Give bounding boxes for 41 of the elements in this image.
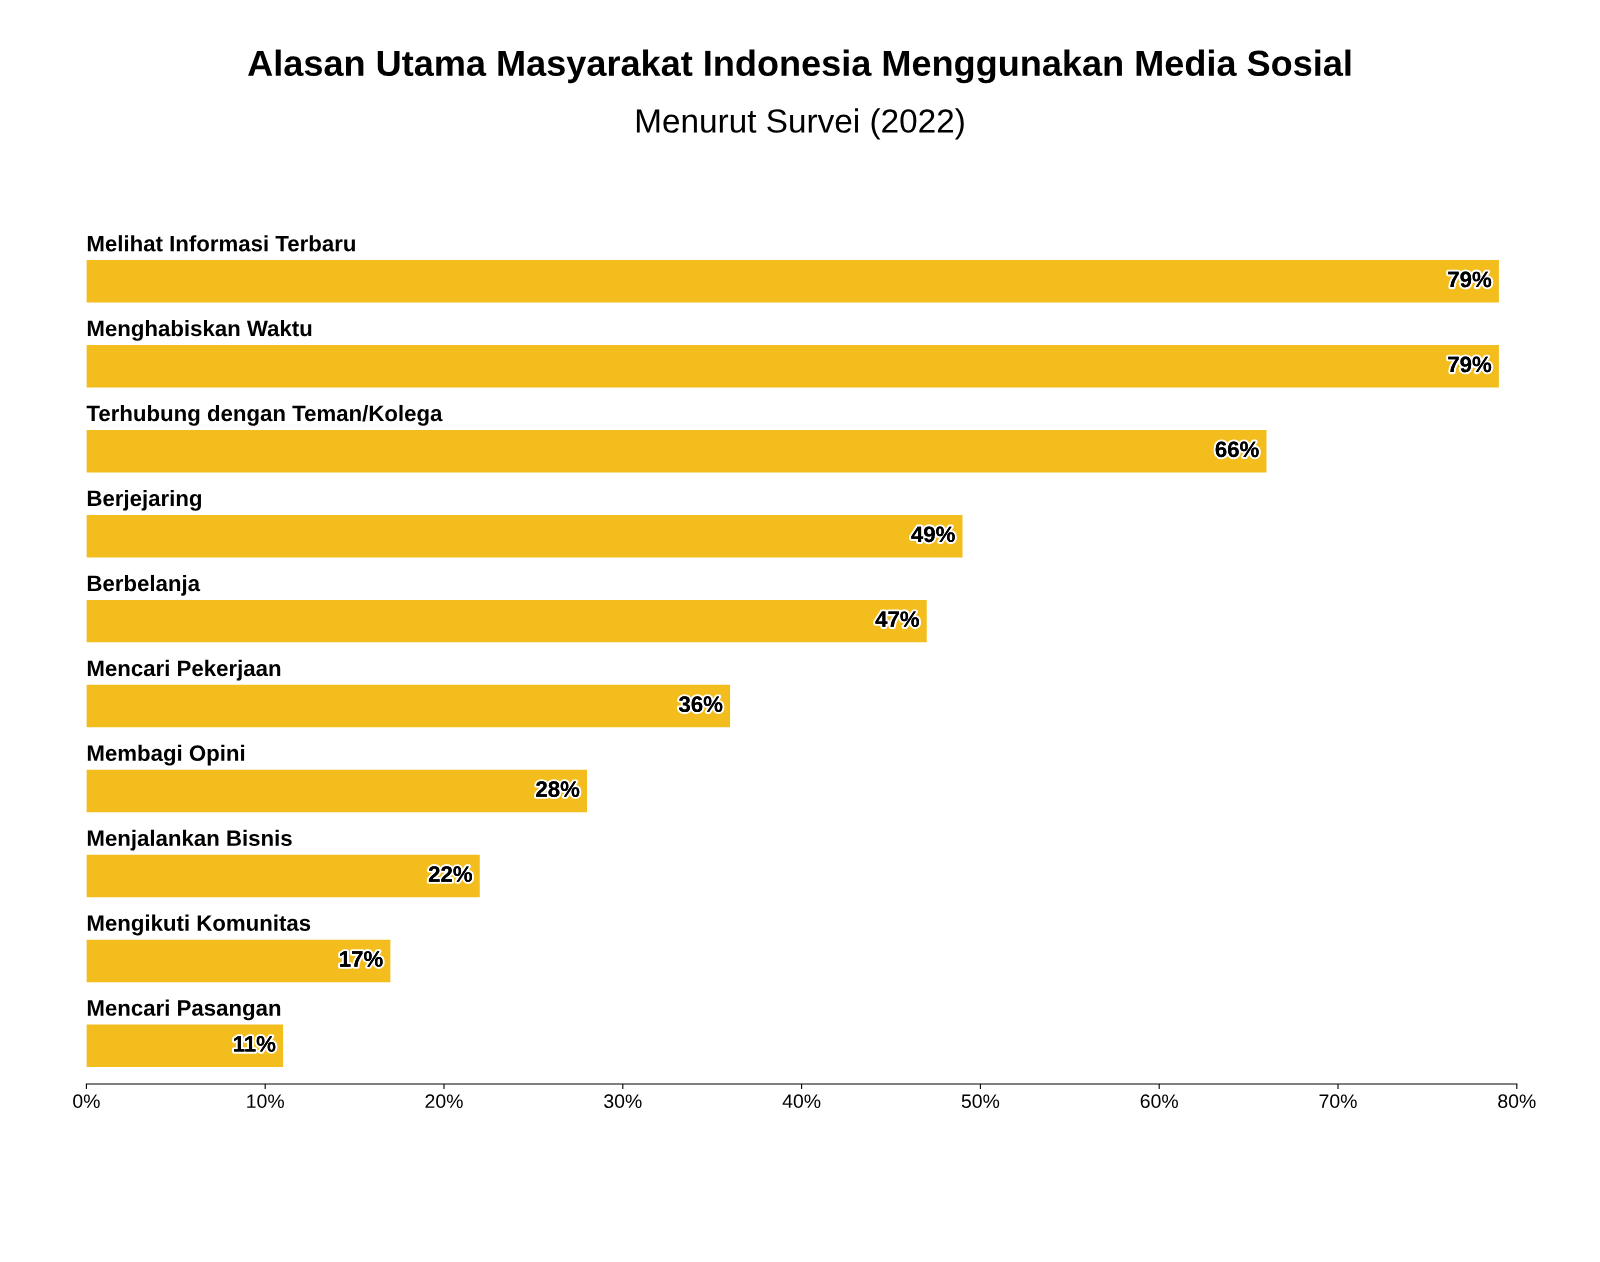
data-label: 28% [536, 781, 580, 797]
data-label: 79% [1448, 356, 1492, 373]
bar [86, 260, 1499, 303]
x-tick-label: 60% [1140, 1094, 1178, 1109]
bar [86, 1024, 284, 1068]
y-tick-label: Mencari Pekerjaan [87, 659, 281, 681]
data-label: 11% [234, 1036, 276, 1052]
y-tick-label: Terhubung dengan Teman/Kolega [86, 404, 443, 426]
x-tick-label: 70% [1319, 1094, 1357, 1109]
y-tick-label: Berjejaring [87, 489, 201, 511]
x-tick-label: 20% [425, 1094, 463, 1109]
data-label: 47% [875, 611, 920, 628]
data-label: 22% [428, 866, 473, 882]
bar [86, 854, 480, 898]
data-label: 66% [1215, 441, 1259, 458]
data-label: 17% [340, 951, 383, 967]
y-tick-label: Melihat Informasi Terbaru [87, 235, 355, 252]
x-tick-label: 10% [247, 1094, 284, 1109]
chart-subtitle: Menurut Survei (2022) [636, 108, 964, 140]
x-tick-label: 50% [961, 1094, 1000, 1109]
bar [86, 430, 1267, 473]
data-label: 36% [678, 696, 723, 713]
data-label: 49% [911, 526, 955, 543]
y-tick-label: Berbelanja [87, 574, 201, 596]
bar [86, 684, 731, 728]
y-tick-label: Menghabiskan Waktu [87, 320, 312, 341]
y-tick-label: Mengikuti Komunitas [87, 914, 311, 936]
y-tick-label: Menjalankan Bisnis [87, 829, 292, 851]
x-tick-label: 40% [782, 1094, 821, 1109]
x-tick-label: 30% [604, 1094, 642, 1109]
bar [86, 514, 963, 558]
bar [86, 345, 1499, 388]
bar [86, 939, 391, 983]
x-tick-label: 80% [1498, 1094, 1536, 1109]
bar [86, 599, 927, 643]
bar [86, 769, 588, 813]
x-tick-label: 0% [73, 1094, 100, 1109]
y-tick-label: Membagi Opini [87, 744, 245, 766]
y-tick-label: Mencari Pasangan [87, 999, 281, 1021]
data-label: 79% [1448, 271, 1492, 288]
chart-title: Alasan Utama Masyarakat Indonesia Menggunakan Media Sosial [248, 49, 1351, 84]
